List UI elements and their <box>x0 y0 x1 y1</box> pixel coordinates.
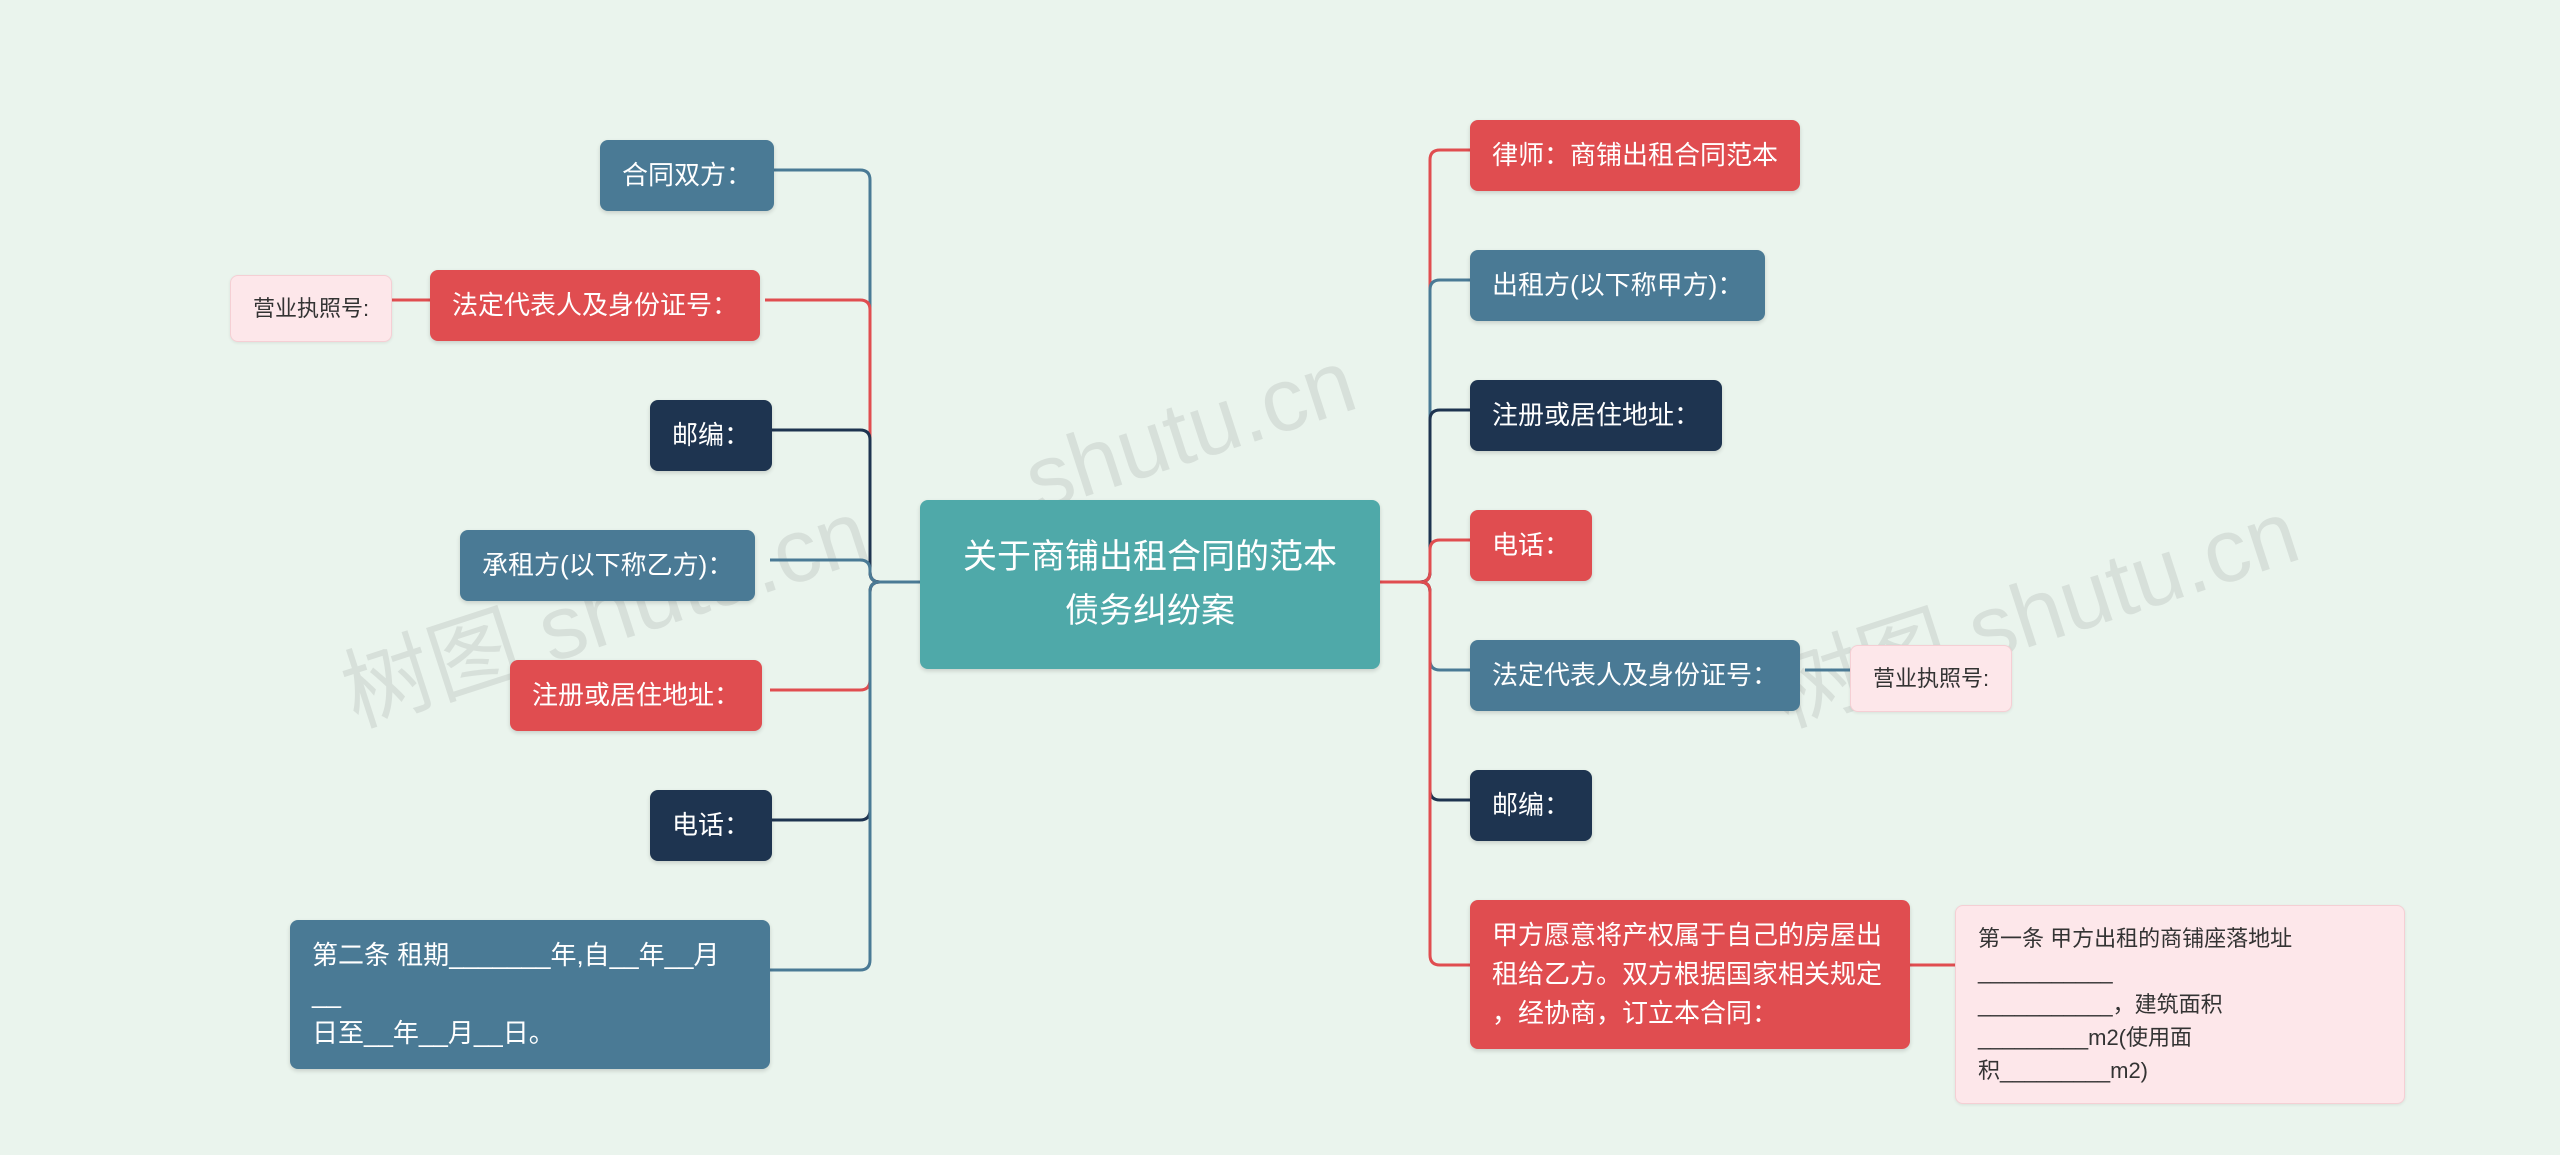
watermark: 树图 shutu.cn <box>1753 459 2312 751</box>
node-r5a: 营业执照号: <box>1850 645 2012 712</box>
node-r3: 注册或居住地址： <box>1470 380 1722 451</box>
node-l5: 注册或居住地址： <box>510 660 762 731</box>
node-r7: 甲方愿意将产权属于自己的房屋出 租给乙方。双方根据国家相关规定 ，经协商，订立本… <box>1470 900 1910 1049</box>
node-l1: 合同双方： <box>600 140 774 211</box>
node-l6: 电话： <box>650 790 772 861</box>
node-l4: 承租方(以下称乙方)： <box>460 530 755 601</box>
node-l3: 邮编： <box>650 400 772 471</box>
node-r6: 邮编： <box>1470 770 1592 841</box>
node-r2: 出租方(以下称甲方)： <box>1470 250 1765 321</box>
node-r4: 电话： <box>1470 510 1592 581</box>
node-r5: 法定代表人及身份证号： <box>1470 640 1800 711</box>
node-l2: 法定代表人及身份证号： <box>430 270 760 341</box>
node-r7a: 第一条 甲方出租的商铺座落地址___________ ___________，建… <box>1955 905 2405 1104</box>
node-l7: 第二条 租期_______年,自__年__月__ 日至__年__月__日。 <box>290 920 770 1069</box>
node-l2a: 营业执照号: <box>230 275 392 342</box>
center-node: 关于商铺出租合同的范本 债务纠纷案 <box>920 500 1380 669</box>
node-r1: 律师：商铺出租合同范本 <box>1470 120 1800 191</box>
